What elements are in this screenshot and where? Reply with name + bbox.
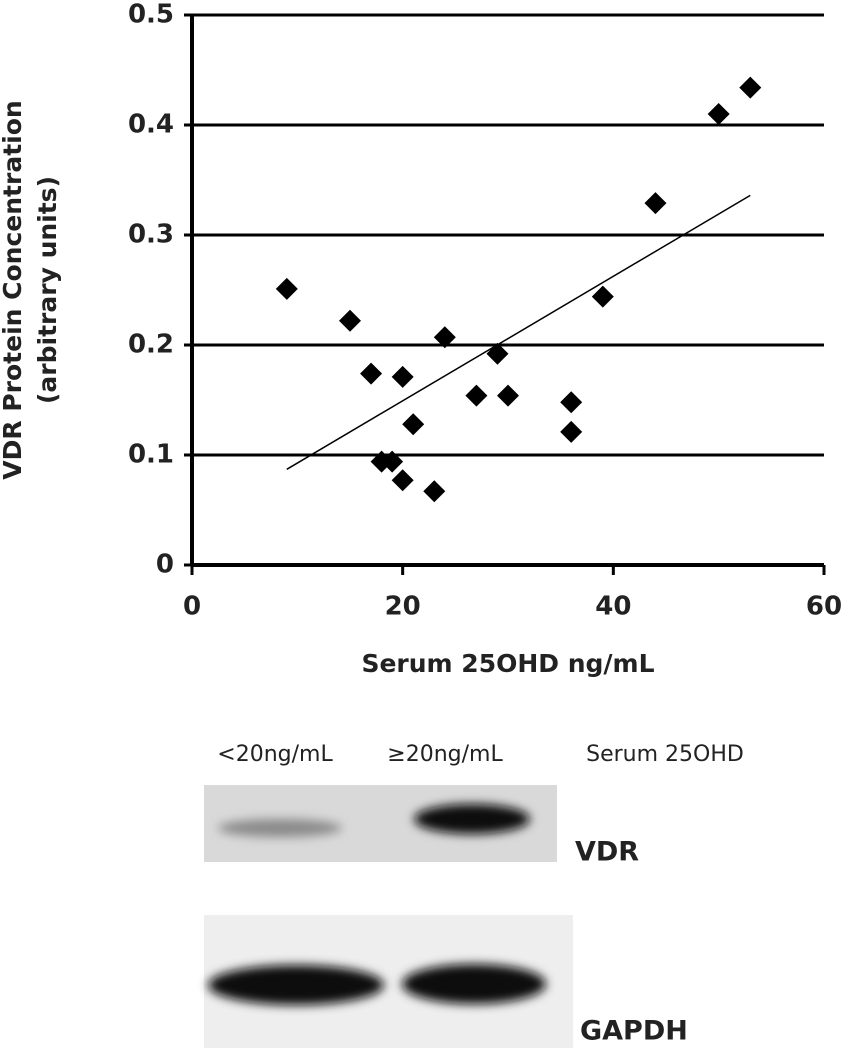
blot-column-label: ≥20ng/mL [387, 742, 503, 767]
point [465, 384, 488, 407]
band-label: GAPDH [580, 1016, 688, 1047]
point [433, 326, 456, 349]
y-tick-label: 0.2 [128, 330, 174, 360]
blot-vdr [204, 785, 557, 862]
point [275, 277, 298, 300]
point [339, 309, 361, 332]
point [391, 469, 414, 492]
blot-band [414, 804, 530, 834]
y-tick-label: 0 [156, 550, 174, 580]
blot-band [402, 964, 546, 1004]
y-tick-label: 0.5 [128, 0, 174, 30]
point [497, 384, 519, 407]
x-axis-title: Serum 25OHD ng/mL [361, 649, 654, 678]
blot-column-label: <20ng/mL [217, 742, 333, 767]
point [360, 362, 383, 385]
point [739, 76, 762, 99]
point [644, 192, 667, 215]
y-axis-title: VDR Protein Concentration [0, 100, 27, 479]
band-label: VDR [575, 837, 639, 868]
y-tick-label: 0.1 [128, 440, 174, 470]
x-tick-label: 0 [183, 592, 201, 622]
blot-header: Serum 25OHD [586, 742, 744, 767]
point [381, 450, 404, 473]
y-tick-label: 0.3 [128, 220, 174, 250]
point [402, 413, 425, 436]
point [591, 285, 614, 308]
trendline [286, 194, 751, 470]
point [707, 103, 730, 125]
blot-band [218, 819, 342, 837]
y-axis-title: (arbitrary units) [33, 176, 62, 404]
y-tick-label: 0.4 [128, 110, 174, 140]
point [423, 480, 446, 503]
point [560, 391, 583, 414]
blot-gapdh [204, 915, 573, 1048]
blot-band [208, 965, 384, 1005]
x-tick-label: 60 [806, 592, 842, 622]
point [391, 365, 414, 388]
x-tick-label: 20 [385, 592, 421, 622]
x-tick-label: 40 [595, 592, 631, 622]
point [560, 420, 583, 443]
